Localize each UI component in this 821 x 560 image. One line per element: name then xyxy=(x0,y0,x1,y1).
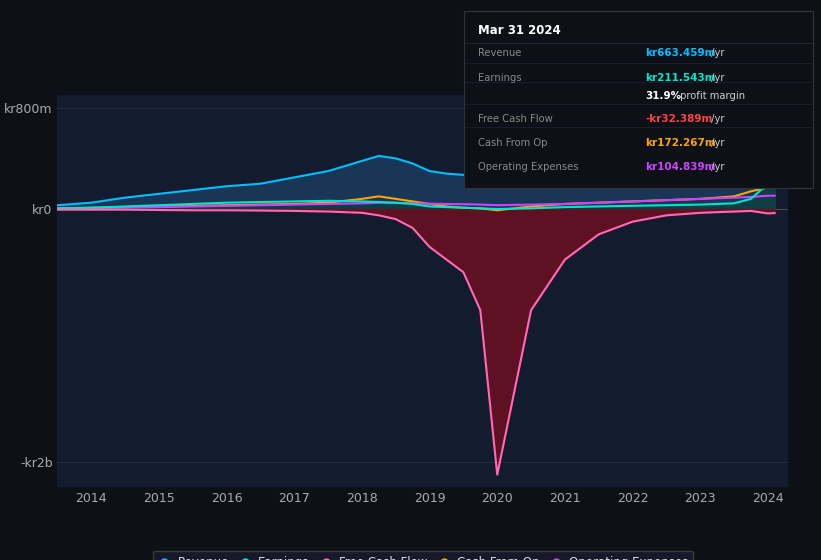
Text: Earnings: Earnings xyxy=(478,73,521,83)
Text: Mar 31 2024: Mar 31 2024 xyxy=(478,24,561,36)
Legend: Revenue, Earnings, Free Cash Flow, Cash From Op, Operating Expenses: Revenue, Earnings, Free Cash Flow, Cash … xyxy=(153,551,693,560)
Text: -kr32.389m: -kr32.389m xyxy=(645,114,713,124)
Text: /yr: /yr xyxy=(708,162,725,172)
Text: kr172.267m: kr172.267m xyxy=(645,138,716,148)
Text: kr663.459m: kr663.459m xyxy=(645,48,716,58)
Text: /yr: /yr xyxy=(708,138,725,148)
Text: kr104.839m: kr104.839m xyxy=(645,162,716,172)
Text: Operating Expenses: Operating Expenses xyxy=(478,162,578,172)
Text: Revenue: Revenue xyxy=(478,48,521,58)
Text: kr211.543m: kr211.543m xyxy=(645,73,716,83)
Text: /yr: /yr xyxy=(708,73,725,83)
Text: /yr: /yr xyxy=(708,114,725,124)
Text: profit margin: profit margin xyxy=(677,91,745,101)
Text: Free Cash Flow: Free Cash Flow xyxy=(478,114,553,124)
Text: Cash From Op: Cash From Op xyxy=(478,138,548,148)
Text: /yr: /yr xyxy=(708,48,725,58)
Text: 31.9%: 31.9% xyxy=(645,91,681,101)
